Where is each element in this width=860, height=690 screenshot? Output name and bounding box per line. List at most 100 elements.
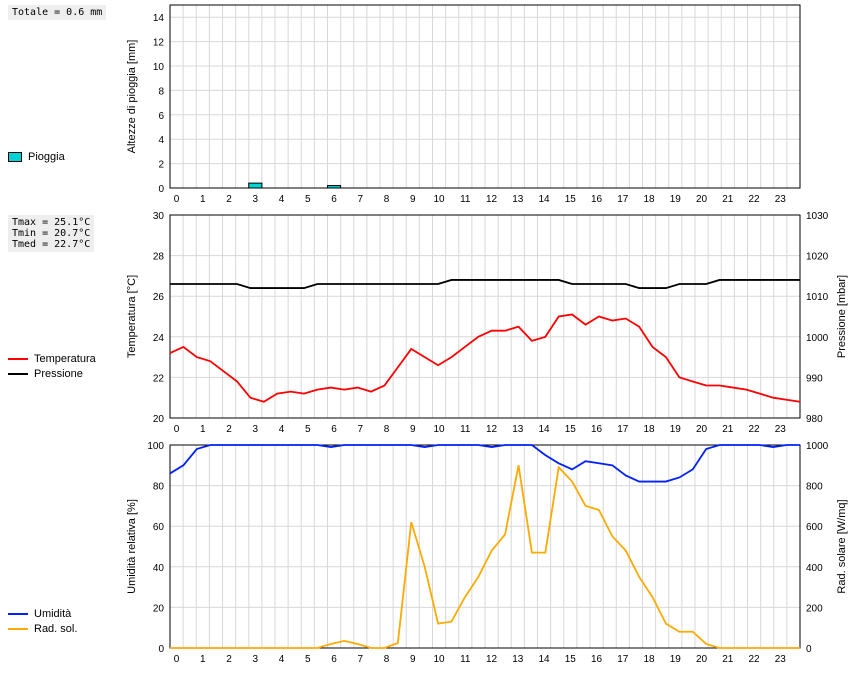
svg-text:Pressione [mbar]: Pressione [mbar] [836,275,848,358]
svg-text:20: 20 [696,194,708,205]
legend-item: Pressione [8,368,112,380]
svg-text:22: 22 [749,424,761,435]
svg-text:3: 3 [253,424,259,435]
svg-text:8: 8 [384,654,390,665]
svg-text:6: 6 [331,654,337,665]
svg-text:0: 0 [158,644,164,655]
svg-text:6: 6 [331,424,337,435]
svg-text:2: 2 [226,194,232,205]
svg-text:21: 21 [722,654,734,665]
legend-line [8,628,28,630]
svg-text:1030: 1030 [806,211,829,222]
svg-text:22: 22 [749,654,761,665]
svg-text:21: 21 [722,424,734,435]
svg-text:14: 14 [153,13,165,24]
legend-label: Umidità [34,608,71,620]
svg-text:23: 23 [775,194,787,205]
svg-text:26: 26 [153,292,165,303]
svg-text:6: 6 [331,194,337,205]
legend-line [8,358,28,360]
svg-text:18: 18 [644,424,656,435]
svg-text:400: 400 [806,563,823,574]
svg-text:18: 18 [644,194,656,205]
svg-text:15: 15 [565,654,577,665]
svg-text:Temperatura [°C]: Temperatura [°C] [126,275,138,358]
svg-text:2: 2 [226,654,232,665]
rain-svg: 0123456789101112131415161718192021222302… [120,0,860,210]
meteo-dashboard: Totale = 0.6 mm Pioggia 0123456789101112… [0,0,860,670]
svg-text:80: 80 [153,482,165,493]
svg-text:28: 28 [153,252,165,263]
svg-text:10: 10 [434,194,446,205]
svg-text:3: 3 [253,194,259,205]
svg-text:5: 5 [305,194,311,205]
svg-text:20: 20 [696,424,708,435]
svg-text:8: 8 [384,424,390,435]
svg-text:800: 800 [806,482,823,493]
legend-hum-rad: Umidità Rad. sol. [8,608,112,635]
svg-text:13: 13 [512,194,524,205]
rain-total-box: Totale = 0.6 mm [8,5,106,20]
svg-text:22: 22 [153,373,165,384]
svg-text:Umidità relativa [%]: Umidità relativa [%] [126,499,138,594]
legend-label: Rad. sol. [34,623,77,635]
svg-text:16: 16 [591,194,603,205]
legend-label: Pressione [34,368,83,380]
legend-line [8,613,28,615]
svg-text:13: 13 [512,654,524,665]
svg-text:15: 15 [565,194,577,205]
svg-text:1: 1 [200,654,206,665]
svg-text:21: 21 [722,194,734,205]
panel-temp-left: Tmax = 25.1°CTmin = 20.7°CTmed = 22.7°C … [0,210,120,440]
svg-text:16: 16 [591,654,603,665]
svg-text:1000: 1000 [806,333,829,344]
svg-text:23: 23 [775,654,787,665]
panel-hum-row: UmiditàRad. sol. 01234567891011121314151… [0,440,860,670]
svg-text:9: 9 [410,654,416,665]
svg-text:Rad. solare [W/mq]: Rad. solare [W/mq] [836,499,848,593]
svg-text:10: 10 [434,424,446,435]
svg-text:7: 7 [358,194,364,205]
svg-text:8: 8 [158,86,164,97]
svg-text:12: 12 [486,654,498,665]
svg-text:0: 0 [174,424,180,435]
legend-item: Temperatura [8,353,112,365]
panel-rain-row: Totale = 0.6 mm Pioggia 0123456789101112… [0,0,860,210]
svg-text:4: 4 [279,194,285,205]
svg-text:11: 11 [460,194,471,205]
legend-item: Umidità [8,608,112,620]
rain-swatch [8,152,22,162]
svg-text:22: 22 [749,194,761,205]
svg-text:4: 4 [279,424,285,435]
svg-text:20: 20 [153,603,165,614]
svg-text:19: 19 [670,424,682,435]
svg-text:0: 0 [174,654,180,665]
svg-text:20: 20 [153,414,165,425]
temp-stats-box: Tmax = 25.1°CTmin = 20.7°CTmed = 22.7°C [8,215,94,252]
svg-text:19: 19 [670,194,682,205]
panel-rain-chart: 0123456789101112131415161718192021222302… [120,0,860,210]
svg-text:0: 0 [806,644,812,655]
svg-text:5: 5 [305,654,311,665]
svg-text:980: 980 [806,414,823,425]
svg-text:14: 14 [539,194,551,205]
hum-svg: 0123456789101112131415161718192021222302… [120,440,860,670]
svg-text:16: 16 [591,424,603,435]
svg-text:40: 40 [153,563,165,574]
svg-text:10: 10 [434,654,446,665]
svg-text:2: 2 [158,160,164,171]
svg-text:14: 14 [539,654,551,665]
svg-text:11: 11 [460,654,471,665]
legend-rain-label: Pioggia [28,151,65,163]
temp-svg: 0123456789101112131415161718192021222320… [120,210,860,440]
svg-text:8: 8 [384,194,390,205]
legend-temp-press: Temperatura Pressione [8,353,112,380]
svg-text:19: 19 [670,654,682,665]
svg-text:7: 7 [358,654,364,665]
svg-text:1: 1 [200,194,206,205]
svg-text:20: 20 [696,654,708,665]
svg-text:30: 30 [153,211,165,222]
panel-rain-left: Totale = 0.6 mm Pioggia [0,0,120,210]
svg-text:1: 1 [200,424,206,435]
svg-text:5: 5 [305,424,311,435]
